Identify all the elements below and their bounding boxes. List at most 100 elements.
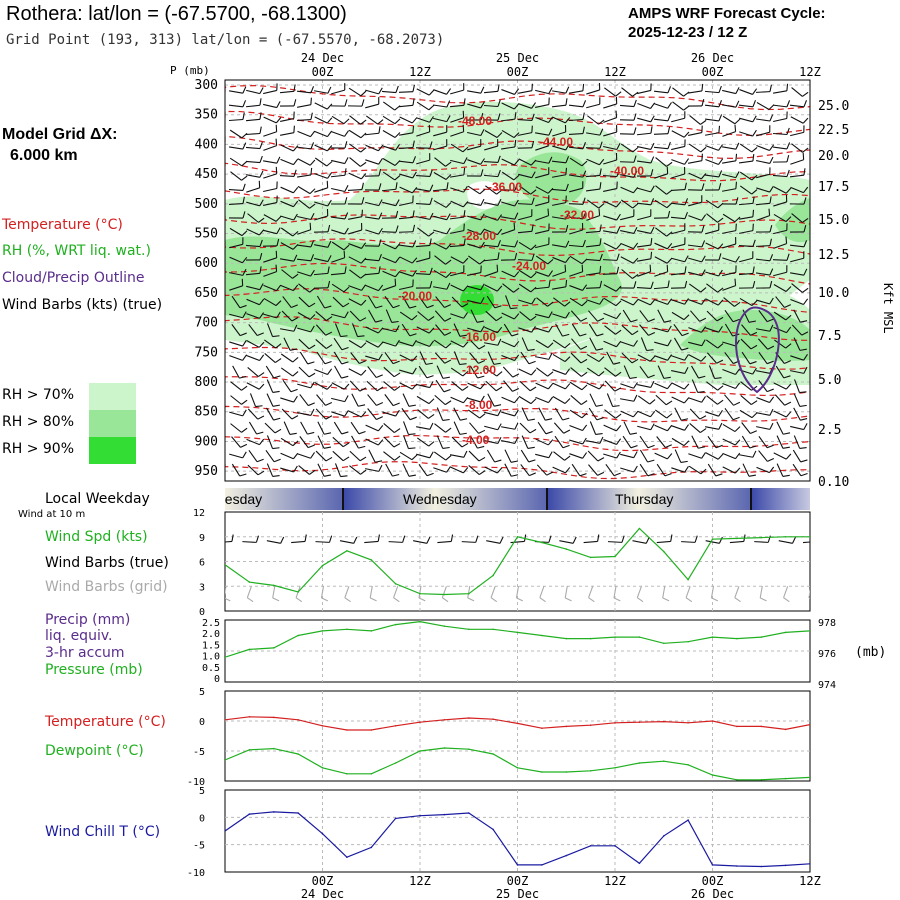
wind-barb (365, 464, 383, 472)
temp-tick-label: 0 (199, 717, 205, 728)
wind-barb (466, 113, 484, 121)
wind-barb (402, 295, 417, 309)
wind-barb (790, 298, 809, 305)
temperature-contour (225, 405, 810, 423)
wind-barb (521, 407, 535, 421)
wind-barb (722, 452, 741, 460)
wind-barb (688, 396, 706, 403)
wind-barb (399, 269, 417, 277)
grid-spacing-value: 6.000 km (10, 147, 78, 164)
wind-barb (500, 252, 518, 261)
wind-barb (688, 298, 707, 305)
wind-barb (551, 183, 569, 192)
wind-barb (535, 208, 550, 221)
wind-barb (604, 367, 622, 377)
temperature-line-point (468, 717, 470, 719)
wind-barb (314, 382, 333, 390)
pressure-line-point (784, 631, 787, 634)
wind-barb (364, 212, 383, 220)
upper-air-wind-barbs (228, 82, 809, 478)
windchill-line-point (370, 846, 373, 849)
wind-barb (656, 463, 672, 477)
wind-barb (789, 197, 807, 205)
wind-barb (758, 450, 775, 462)
grid-wind-barb (759, 585, 767, 602)
wind-barb (297, 130, 316, 138)
wind-barb (368, 449, 383, 463)
wind-barb (756, 396, 775, 404)
wind-barbs-grid-label: Wind Barbs (grid) (45, 579, 168, 595)
legend-temperature: Temperature (°C) (2, 217, 123, 233)
rh-legend-80-label: RH > 80% (2, 414, 75, 430)
pressure-line-point (516, 631, 519, 634)
grid-wind-barb (418, 585, 426, 602)
wind-barb (535, 352, 553, 360)
wind-barb (569, 409, 588, 419)
wind-barb (450, 200, 469, 208)
wind-barb (755, 254, 774, 262)
wind-barb (433, 115, 451, 123)
wind-barb (790, 116, 809, 124)
wind-barb (434, 310, 452, 322)
wind-barb (484, 130, 503, 138)
wind-barb (399, 311, 418, 321)
wind-barb (705, 158, 724, 165)
wind-barb (688, 172, 707, 180)
wind-barb (229, 256, 248, 264)
wind-barb (245, 141, 263, 150)
weekday-tuesday: uesday (225, 491, 263, 507)
wind-barb (246, 170, 264, 178)
temperature-line-point (809, 723, 810, 726)
rh70-white-gap (467, 181, 501, 210)
wind-barb (263, 138, 278, 151)
wind-barb (246, 228, 265, 236)
wind-barb (433, 88, 452, 95)
wind-barb (620, 394, 638, 402)
wind-barb (535, 339, 554, 349)
precip-tick-label: 2.0 (202, 629, 220, 640)
wind-barb (670, 266, 687, 276)
wind-speed-line-point (370, 559, 373, 561)
pressure-tick-label-right: 974 (818, 680, 836, 691)
wind-barb (568, 239, 586, 248)
wind-barb (585, 280, 603, 289)
wind-barb (636, 169, 654, 177)
wind-barb (588, 310, 605, 322)
wind-barb (468, 450, 486, 462)
wind-barb (364, 266, 381, 276)
wind-barb (331, 283, 350, 293)
temperature-contour-labels: -48.00 -44.00 -40.00 -36.00 -32.00 -28.00 -24.… (398, 114, 644, 447)
wind-barb (229, 339, 247, 347)
windchill-line-point (443, 813, 446, 816)
dewpoint-line-point (248, 749, 251, 751)
wind-barb (537, 421, 553, 435)
wind-barb (349, 465, 367, 475)
wind-barb (724, 309, 740, 323)
wind-barb (585, 238, 602, 248)
pressure-tick-label: 950 (195, 464, 218, 479)
wind-barb (671, 223, 686, 235)
wind-speed-line-point (516, 536, 519, 538)
grid-wind-barb (344, 586, 351, 603)
top-time-tick: 12Z (799, 65, 821, 79)
pressure-line-point (468, 628, 470, 631)
wind-barb (433, 269, 452, 279)
wind-barb (568, 142, 587, 150)
wind-barb (351, 323, 365, 338)
wind-barb (722, 382, 741, 389)
wind-barb (449, 210, 466, 220)
wind-barb (299, 394, 315, 407)
dewpoint-line-point (589, 770, 592, 772)
temperature-contour (225, 346, 810, 370)
wind-barb (620, 451, 638, 459)
temperature-contour-label: -48.00 (458, 114, 492, 128)
top-time-tick: 12Z (409, 65, 431, 79)
wind-barb (314, 240, 332, 248)
temperature-line-point (248, 716, 251, 718)
wind-barb (246, 199, 264, 207)
wind-barb (688, 465, 707, 475)
wind-barb (552, 143, 570, 151)
wind-barb (552, 353, 571, 363)
grid-wind-barb (515, 585, 524, 602)
wind-barb (706, 283, 724, 293)
